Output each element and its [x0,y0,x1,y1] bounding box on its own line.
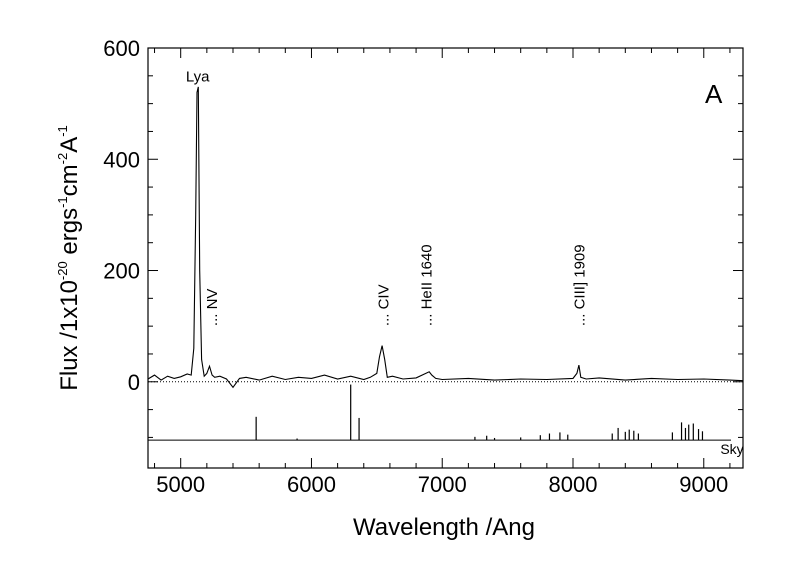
sky-label: Sky [720,441,743,457]
y-tick-label: 400 [103,147,140,172]
x-tick-label: 7000 [418,472,467,497]
y-tick-label: 600 [103,36,140,61]
y-axis-label: Flux /1x10-20 ergs-1cm-2A-1 [55,125,83,391]
line-annotation: ... CIV [375,284,392,326]
panel-label: A [705,79,723,109]
line-annotation: ... CIII] 1909 [572,244,589,326]
axis-tick-labels: 5000 6000 7000 8000 9000 0 200 400 600 [103,36,728,497]
y-tick-label: 0 [128,370,140,395]
y-tick-label: 200 [103,259,140,284]
x-tick-label: 5000 [156,472,205,497]
line-annotation: ... NV [204,289,221,327]
x-tick-label: 8000 [549,472,598,497]
x-tick-label: 6000 [287,472,336,497]
x-tick-label: 9000 [679,472,728,497]
line-annotation: Lya [186,68,210,85]
line-annotations: Lya ... NV ... CIV ... HeII 1640 ... CIII] 1… [186,68,589,326]
line-annotation: ... HeII 1640 [419,244,436,326]
plot-frame [147,47,744,469]
axis-ticks [148,47,743,468]
sky-spectrum [148,384,731,441]
object-spectrum-line [147,86,744,389]
x-axis-label: Wavelength /Ang [353,514,535,541]
